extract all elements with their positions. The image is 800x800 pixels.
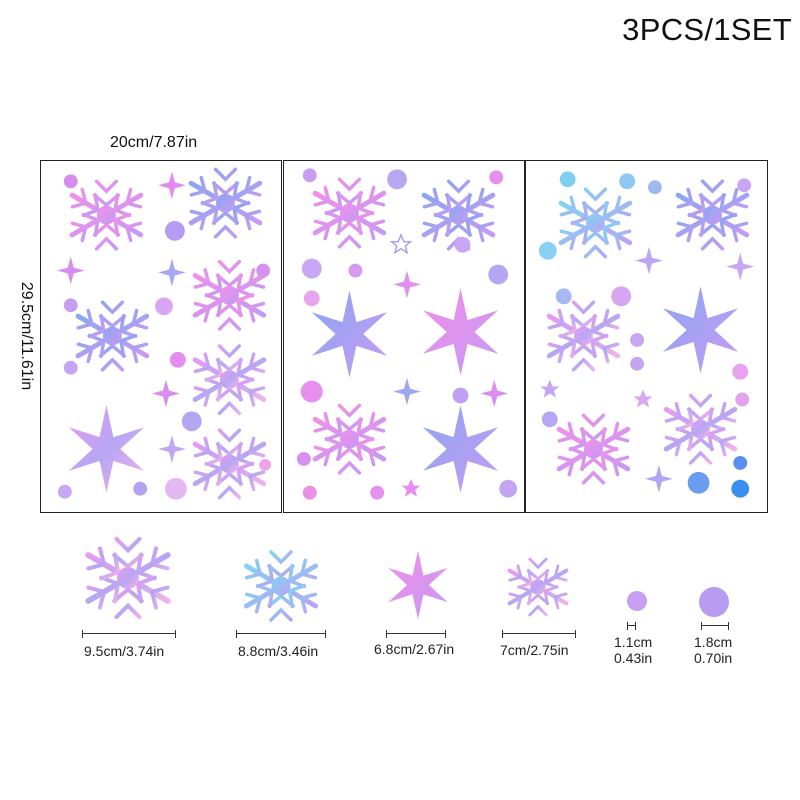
star-icon	[390, 234, 412, 254]
sticker-sheet-3	[525, 160, 768, 513]
snowflake-icon	[549, 296, 618, 375]
snowflake-icon	[315, 173, 384, 252]
snowflake-icon	[510, 554, 567, 620]
sticker-sheet-1	[40, 160, 282, 513]
sparkle-icon	[56, 256, 85, 285]
snowflake-icon	[195, 424, 264, 503]
dot-large-in: 0.70in	[694, 650, 733, 666]
snowflake-icon	[388, 550, 448, 620]
dot-small-label: 1.1cm 0.43in	[614, 634, 652, 666]
page-title: 3PCS/1SET	[622, 12, 792, 47]
sparkle-icon	[152, 379, 180, 408]
snowflake-icon	[72, 175, 141, 254]
sparkle-icon	[158, 171, 186, 200]
size-sample-dot-small	[627, 591, 647, 611]
size-sample-4	[504, 552, 572, 622]
snowflake-icon	[422, 405, 499, 493]
scale-bar	[701, 622, 729, 630]
sheet-2-artwork	[296, 168, 518, 500]
snowflake-icon	[561, 183, 630, 262]
sparkle-icon	[480, 379, 509, 408]
dot-large-label: 1.8cm 0.70in	[694, 634, 732, 666]
snowflake-icon	[68, 405, 145, 493]
size-label-1: 9.5cm/3.74in	[84, 643, 165, 659]
snowflake-icon	[315, 399, 384, 478]
size-sample-1	[80, 528, 176, 628]
star-icon	[540, 379, 560, 398]
sticker-sheet-2	[283, 160, 525, 513]
height-dimension-label: 29.5cm/11.61in	[18, 281, 35, 391]
snowflake-icon	[195, 256, 264, 335]
dot-large-cm: 1.8cm	[694, 634, 733, 650]
size-sample-dot-large	[699, 587, 729, 617]
snowflake-icon	[78, 296, 147, 375]
snowflake-icon	[246, 546, 315, 626]
star-icon	[401, 478, 421, 497]
snowflake-icon	[311, 290, 388, 378]
snowflake-icon	[559, 409, 628, 488]
sparkle-icon	[158, 258, 186, 287]
snowflake-icon	[195, 340, 264, 419]
snowflake-icon	[422, 288, 499, 376]
sparkle-icon	[645, 464, 673, 493]
sheet-3-artwork	[538, 171, 755, 498]
width-dimension-label: 20cm/7.87in	[110, 134, 198, 151]
scale-bar	[627, 622, 636, 630]
snowflake-icon	[678, 175, 747, 254]
sparkle-icon	[158, 435, 186, 463]
scale-bar	[386, 630, 446, 638]
snowflake-icon	[88, 532, 168, 624]
size-sample-2	[236, 544, 326, 628]
size-sample-3	[388, 550, 448, 620]
sparkle-icon	[393, 377, 421, 406]
sparkle-icon	[635, 246, 663, 275]
scale-bar	[502, 630, 576, 638]
size-label-4: 7cm/2.75in	[500, 642, 569, 658]
size-label-3: 6.8cm/2.67in	[374, 641, 455, 657]
size-label-2: 8.8cm/3.46in	[238, 643, 319, 659]
snowflake-icon	[666, 390, 735, 469]
scale-bar	[82, 630, 176, 638]
dot-small-cm: 1.1cm	[614, 634, 653, 650]
sparkle-icon	[393, 270, 421, 299]
star-icon	[633, 389, 653, 408]
snowflake-icon	[191, 163, 260, 242]
scale-bar	[236, 630, 326, 638]
sheet-1-artwork	[56, 161, 272, 512]
sparkle-icon	[726, 252, 755, 281]
dot-small-in: 0.43in	[614, 650, 653, 666]
snowflake-icon	[662, 286, 739, 374]
